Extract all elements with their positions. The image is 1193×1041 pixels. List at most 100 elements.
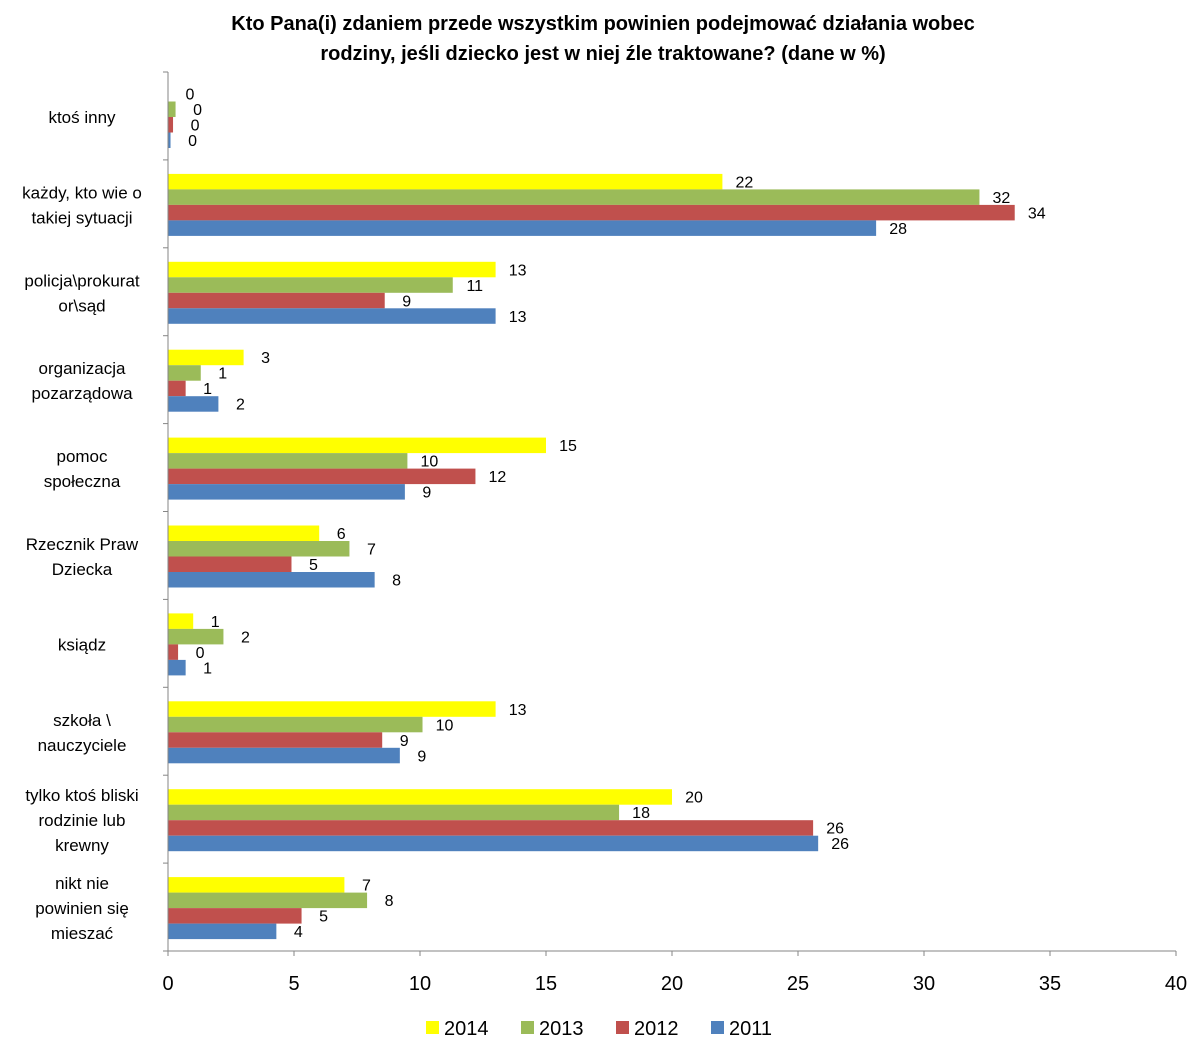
data-label-2013: 0 [193,102,202,119]
bar-2012 [168,644,179,660]
chart-title: Kto Pana(i) zdaniem przede wszystkim pow… [231,13,975,65]
x-tick-labels: 0 5 10 15 20 25 30 35 40 [162,973,1187,995]
x-tick-label: 35 [1039,973,1061,995]
category-label: nikt nie [55,874,109,893]
bar-2014 [168,613,194,629]
x-tick-label: 15 [535,973,557,995]
data-label-2011: 13 [509,309,527,326]
bar-2013 [168,365,201,381]
data-labels: 0000223234281311913311215101296758120113… [186,87,1046,942]
data-label-2012: 5 [319,909,328,926]
data-label-2011: 9 [422,485,431,502]
bar-2012 [168,380,186,397]
bar-2012 [168,468,476,485]
bar-2014 [168,701,496,717]
bar-2011 [168,132,171,148]
x-tick-label: 10 [409,973,431,995]
bar-2011 [168,835,819,852]
bar-2012 [168,732,383,748]
bar-2013 [168,277,453,293]
bar-2013 [168,453,408,469]
category-label: rodzinie lub [39,811,126,830]
data-label-2014: 1 [211,614,220,631]
data-label-2014: 0 [186,87,195,104]
bar-2011 [168,572,375,588]
data-label-2011: 1 [203,660,212,677]
legend-swatch-2012 [616,1021,629,1034]
data-label-2012: 1 [203,381,212,398]
data-label-2014: 6 [337,526,346,543]
category-label: tylko ktoś bliski [25,786,138,805]
bar-2013 [168,101,176,117]
category-label: ktoś inny [48,108,116,127]
data-label-2014: 7 [362,878,371,895]
data-label-2013: 1 [218,366,227,383]
data-label-2012: 9 [400,733,409,750]
bars [168,101,1015,940]
category-label: or\sąd [58,296,105,315]
legend: 2014 2013 2012 2011 [426,1018,772,1040]
chart-title-line: Kto Pana(i) zdaniem przede wszystkim pow… [231,13,975,35]
category-label: krewny [55,836,109,855]
bar-2014 [168,877,345,893]
bar-2011 [168,747,400,764]
category-label: pomoc [56,447,108,466]
bar-2013 [168,628,224,645]
legend-label-2013: 2013 [539,1018,584,1040]
bar-2012 [168,820,814,836]
bar-2014 [168,349,244,366]
data-label-2013: 10 [436,717,454,734]
data-label-2013: 2 [241,629,250,646]
data-label-2011: 2 [236,397,245,414]
bar-2011 [168,308,496,324]
data-label-2013: 18 [632,805,650,822]
bar-2012 [168,204,1015,221]
bar-2012 [168,908,302,924]
data-label-2011: 26 [831,836,849,853]
data-label-2014: 20 [685,790,703,807]
x-tick-label: 40 [1165,973,1187,995]
category-label: policja\prokurat [24,271,140,290]
bar-2014 [168,173,723,190]
data-label-2011: 28 [889,221,907,238]
category-label: powinien się [35,899,129,918]
category-label: każdy, kto wie o [22,183,142,202]
data-label-2013: 32 [993,190,1011,207]
data-label-2011: 9 [417,748,426,765]
category-label: organizacja [39,359,126,378]
data-label-2012: 5 [309,557,318,574]
data-label-2014: 22 [736,174,754,191]
bar-2011 [168,220,877,236]
x-tick-label: 25 [787,973,809,995]
bar-2011 [168,923,277,940]
bar-2012 [168,292,385,309]
category-label: nauczyciele [38,736,127,755]
data-label-2012: 0 [196,645,205,662]
data-label-2013: 11 [466,278,483,295]
x-tick-label: 20 [661,973,683,995]
bar-2011 [168,484,405,500]
bar-2011 [168,659,186,676]
category-label: mieszać [51,924,114,943]
legend-label-2011: 2011 [729,1018,772,1040]
legend-swatch-2013 [521,1021,534,1034]
data-label-2013: 7 [367,542,376,559]
data-label-2011: 0 [188,133,197,150]
bar-2012 [168,117,174,133]
data-label-2014: 15 [559,438,577,455]
x-tick-label: 30 [913,973,935,995]
data-label-2012: 9 [402,293,411,310]
category-labels: ktoś inny każdy, kto wie o takiej sytuacji… [22,108,142,943]
legend-label-2012: 2012 [634,1018,679,1040]
data-label-2014: 3 [261,350,270,367]
bar-2013 [168,892,368,909]
category-label: Rzecznik Praw [26,535,139,554]
bar-2013 [168,189,980,205]
bar-2014 [168,789,672,805]
bar-2012 [168,556,292,572]
data-label-2012: 34 [1028,205,1046,222]
data-label-2014: 13 [509,262,527,279]
data-label-2013: 8 [385,893,394,910]
bar-2013 [168,804,620,821]
